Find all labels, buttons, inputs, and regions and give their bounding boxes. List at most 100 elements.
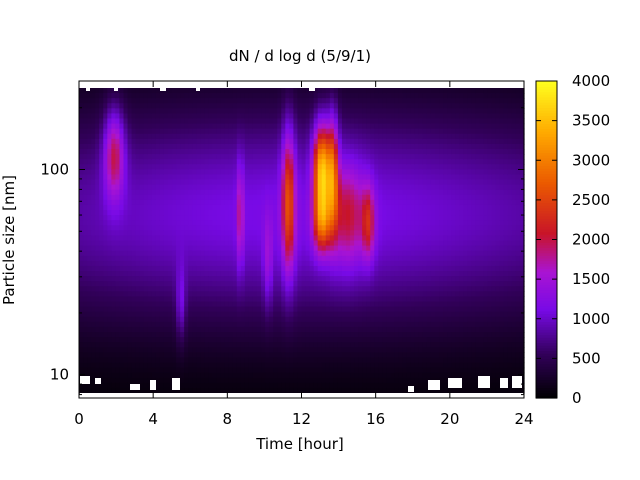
heatmap-cell [305, 332, 311, 338]
heatmap-cell [180, 255, 185, 262]
heatmap-cell [111, 128, 117, 135]
heatmap-cell [87, 332, 92, 338]
heatmap-cell [159, 169, 165, 176]
heatmap-cell [228, 311, 234, 318]
heatmap-cell [228, 245, 234, 252]
heatmap-cell [265, 387, 270, 394]
heatmap-cell [333, 326, 339, 333]
heatmap-cell [143, 387, 149, 394]
heatmap-cell [204, 133, 210, 140]
heatmap-cell [390, 93, 396, 99]
heatmap-cell [151, 235, 157, 242]
heatmap-cell [87, 123, 92, 130]
heatmap-cell [192, 260, 197, 267]
heatmap-cell [115, 255, 121, 262]
heatmap-cell [402, 255, 408, 262]
heatmap-cell [208, 113, 214, 120]
heatmap-cell [317, 260, 323, 267]
heatmap-cell [91, 199, 96, 206]
heatmap-cell [188, 301, 193, 308]
heatmap-cell [277, 250, 282, 257]
heatmap-cell [362, 189, 367, 196]
heatmap-cell [79, 179, 84, 186]
heatmap-cell [301, 357, 307, 364]
heatmap-cell [115, 337, 121, 343]
heatmap-cell [301, 164, 307, 170]
heatmap-cell [123, 276, 129, 282]
heatmap-cell [151, 93, 157, 99]
heatmap-cell [277, 169, 282, 176]
heatmap-cell [277, 164, 282, 170]
heatmap-cell [79, 362, 84, 369]
heatmap-cell [220, 326, 226, 333]
heatmap-cell [281, 387, 286, 394]
heatmap-cell [285, 332, 290, 338]
heatmap-cell [297, 286, 303, 292]
heatmap-cell [289, 286, 295, 292]
heatmap-cell [236, 199, 242, 206]
heatmap-cell [325, 281, 331, 287]
heatmap-cell [163, 103, 169, 109]
heatmap-cell [390, 382, 396, 389]
heatmap-cell [265, 255, 270, 262]
heatmap-cell [91, 169, 96, 176]
heatmap-cell [394, 276, 400, 282]
heatmap-cell [83, 316, 88, 323]
heatmap-cell [208, 377, 214, 384]
heatmap-cell [366, 149, 371, 155]
heatmap-cell [123, 352, 129, 359]
heatmap-cell [410, 316, 416, 323]
heatmap-cell [273, 184, 278, 191]
heatmap-cell [224, 194, 230, 201]
heatmap-cell [192, 377, 197, 384]
heatmap-cell [410, 230, 416, 237]
heatmap-cell [163, 225, 169, 231]
heatmap-cell [143, 210, 149, 216]
heatmap-cell [240, 332, 246, 338]
heatmap-cell [220, 337, 226, 343]
heatmap-cell [386, 113, 392, 120]
heatmap-cell [410, 347, 416, 353]
heatmap-cell [163, 154, 169, 160]
heatmap-cell [91, 189, 96, 196]
heatmap-cell [382, 240, 388, 247]
heatmap-cell [382, 204, 388, 211]
heatmap-cell [252, 255, 258, 262]
heatmap-cell [325, 321, 331, 328]
heatmap-cell [196, 149, 201, 155]
heatmap-cell [248, 271, 254, 277]
heatmap-cell [265, 240, 270, 247]
heatmap-cell [111, 337, 117, 343]
heatmap-cell [87, 260, 92, 267]
heatmap-cell [200, 123, 206, 130]
heatmap-cell [220, 215, 226, 221]
heatmap-cell [99, 174, 104, 181]
heatmap-cell [273, 301, 278, 308]
heatmap-cell [414, 113, 420, 120]
heatmap-cell [341, 321, 347, 328]
heatmap-cell [131, 281, 137, 287]
heatmap-cell [139, 367, 145, 374]
heatmap-cell [317, 352, 323, 359]
heatmap-cell [135, 230, 141, 237]
heatmap-cell [228, 210, 234, 216]
heatmap-cell [366, 133, 371, 140]
heatmap-cell [281, 357, 286, 364]
heatmap-cell [232, 149, 238, 155]
heatmap-cell [172, 88, 177, 94]
heatmap-cell [91, 316, 96, 323]
heatmap-cell [341, 306, 347, 313]
heatmap-cell [176, 230, 181, 237]
heatmap-cell [305, 372, 311, 379]
heatmap-cell [406, 204, 412, 211]
heatmap-cell [188, 347, 193, 353]
heatmap-cell [103, 382, 108, 389]
heatmap-cell [163, 88, 169, 94]
heatmap-cell [366, 342, 371, 348]
heatmap-cell [305, 189, 311, 196]
heatmap-cell [366, 367, 371, 374]
heatmap-cell [91, 337, 96, 343]
heatmap-cell [200, 133, 206, 140]
heatmap-cell [228, 174, 234, 181]
heatmap-cell [127, 210, 133, 216]
